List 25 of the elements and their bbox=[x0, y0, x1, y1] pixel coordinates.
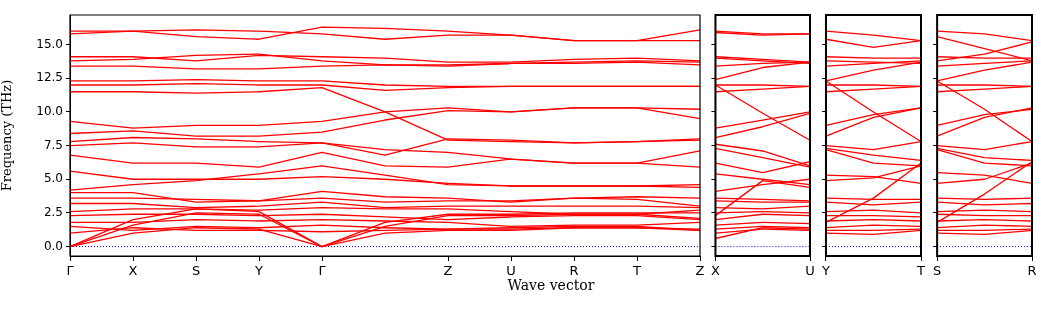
y-tick-label: 12.5 bbox=[36, 70, 63, 85]
x-tick-label: S bbox=[932, 263, 942, 279]
x-tick-label: Γ bbox=[66, 263, 75, 279]
x-tick-label: U bbox=[805, 263, 815, 279]
x-tick-label: T bbox=[916, 263, 926, 279]
y-tick-label: 10.0 bbox=[36, 104, 63, 119]
y-tick-label: 15.0 bbox=[36, 36, 63, 51]
x-tick-label: U bbox=[506, 263, 516, 279]
x-tick-label: S bbox=[191, 263, 201, 279]
y-tick-label: 7.5 bbox=[43, 137, 63, 152]
x-tick-label: Z bbox=[695, 263, 705, 279]
x-tick-label: Y bbox=[254, 263, 264, 279]
y-tick-label: 5.0 bbox=[43, 171, 63, 186]
y-tick-label: 0.0 bbox=[43, 238, 63, 253]
x-axis-title: Wave vector bbox=[507, 277, 595, 293]
x-tick-label: Γ bbox=[318, 263, 327, 279]
x-tick-label: R bbox=[1027, 263, 1037, 279]
x-tick-label: Z bbox=[443, 263, 453, 279]
x-tick-label: Y bbox=[820, 263, 830, 279]
x-tick-label: X bbox=[128, 263, 138, 279]
x-tick-label: R bbox=[569, 263, 579, 279]
x-tick-label: T bbox=[632, 263, 642, 279]
x-tick-label: X bbox=[711, 263, 720, 279]
y-axis-title: Frequency (THz) bbox=[0, 79, 15, 192]
y-tick-label: 2.5 bbox=[43, 205, 63, 220]
